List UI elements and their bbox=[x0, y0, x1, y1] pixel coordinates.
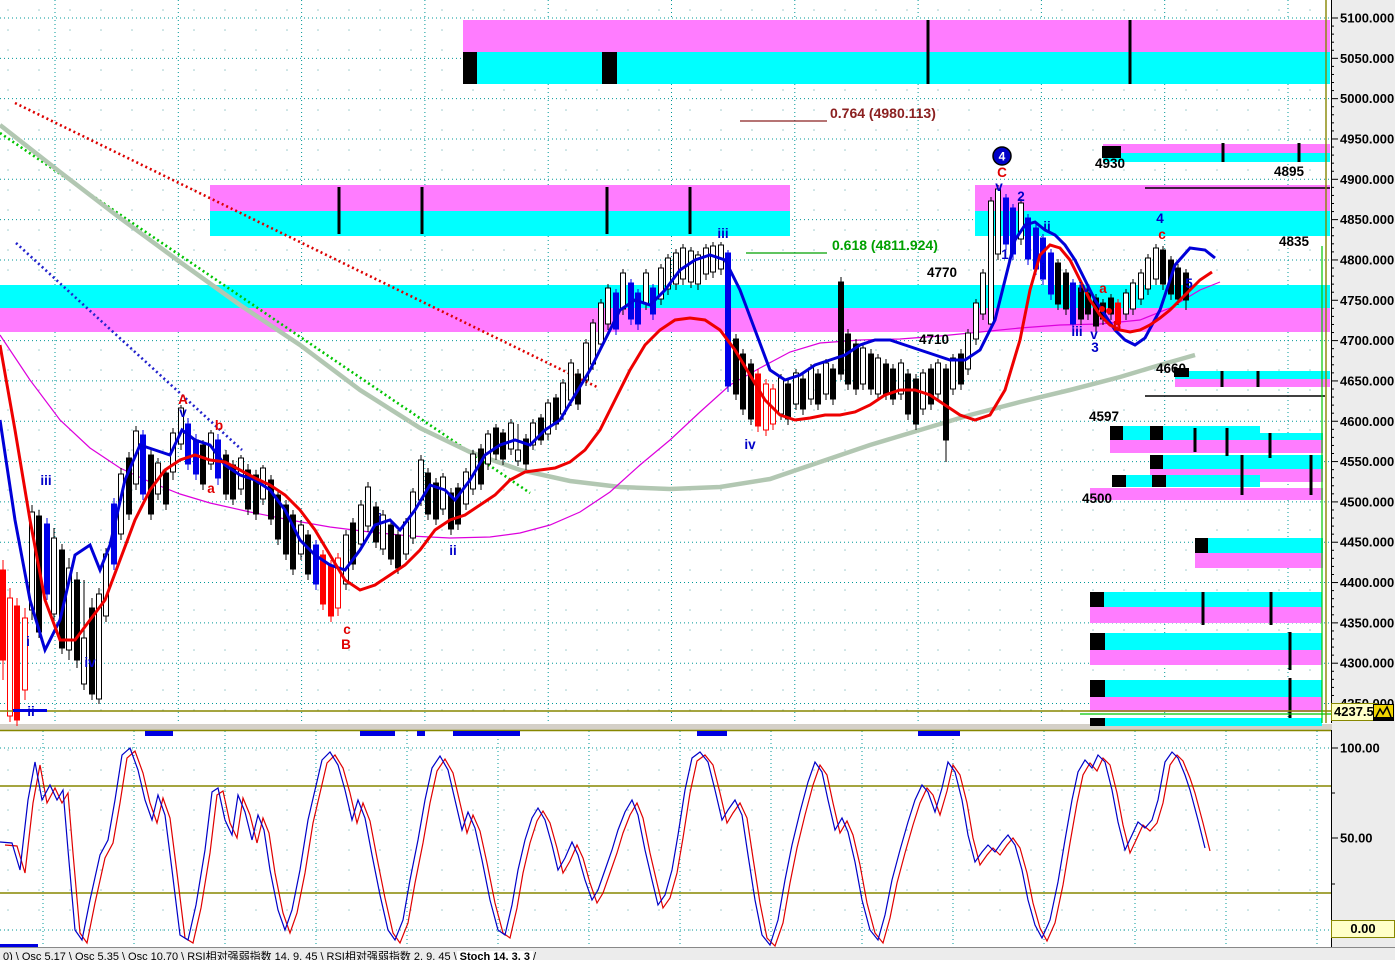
svg-text:4850.000: 4850.000 bbox=[1340, 212, 1394, 227]
wave-label: iii bbox=[1071, 324, 1082, 339]
svg-text:4550.000: 4550.000 bbox=[1340, 454, 1394, 469]
signal-dot bbox=[1099, 306, 1105, 312]
svg-text:4500.000: 4500.000 bbox=[1340, 494, 1394, 509]
ma-blue-fast bbox=[0, 220, 1216, 655]
svg-text:5000.000: 5000.000 bbox=[1340, 91, 1394, 106]
wave-label: 3 bbox=[1091, 340, 1099, 355]
wave-label: a bbox=[1099, 281, 1107, 296]
wave-label: iii bbox=[717, 226, 728, 241]
svg-text:4: 4 bbox=[999, 150, 1006, 164]
price-annotation: 4660 bbox=[1156, 361, 1186, 376]
wave-label: i bbox=[1041, 261, 1045, 276]
wave-label: B bbox=[341, 637, 351, 652]
svg-text:4750.000: 4750.000 bbox=[1340, 293, 1394, 308]
trendline-blue bbox=[15, 242, 243, 451]
indicator-tab-5[interactable]: Stoch 14, 3, 3 bbox=[456, 951, 533, 960]
price-annotation: 4930 bbox=[1095, 156, 1125, 171]
indicator-tab-1[interactable]: Osc 5.35 bbox=[74, 951, 119, 960]
signal-dash bbox=[918, 731, 960, 736]
svg-text:4350.000: 4350.000 bbox=[1340, 615, 1394, 630]
svg-text:4950.000: 4950.000 bbox=[1340, 131, 1394, 146]
indicator-tab-0[interactable]: Osc 5.17 bbox=[21, 951, 66, 960]
price-annotation: 4895 bbox=[1274, 164, 1305, 179]
expert-advisor-icon[interactable] bbox=[1373, 704, 1394, 721]
wave-label: b bbox=[1113, 319, 1121, 334]
wave-label: c bbox=[1158, 227, 1166, 242]
svg-text:4650.000: 4650.000 bbox=[1340, 373, 1394, 388]
signal-dash bbox=[697, 731, 727, 736]
wave-label: b bbox=[215, 418, 223, 433]
signal-dash bbox=[417, 731, 425, 736]
indicator-tab-3[interactable]: RSI相对强弱指数 14, 9, 45 bbox=[187, 951, 318, 960]
svg-text:5100.000: 5100.000 bbox=[1340, 11, 1394, 26]
indicator-tab-bar: 0) \ Osc 5.17 \ Osc 5.35 \ Osc 10.70 \ RSI相对强弱指数… bbox=[0, 947, 1395, 960]
price-annotation: 4500 bbox=[1082, 491, 1112, 506]
wave-label: ii bbox=[449, 543, 457, 558]
grid-oscillator bbox=[0, 731, 1331, 947]
tab-separator: \ bbox=[68, 951, 72, 960]
price-axis-labels: 5100.000 5050.000 5000.000 4950.000 4900.000… bbox=[1332, 11, 1394, 885]
wave-label: i bbox=[378, 511, 382, 526]
svg-text:4300.000: 4300.000 bbox=[1340, 656, 1394, 671]
svg-text:4800.000: 4800.000 bbox=[1340, 252, 1394, 267]
fib-label: 0.764 (4980.113) bbox=[830, 105, 936, 121]
svg-text:4700.000: 4700.000 bbox=[1340, 333, 1394, 348]
fib-label: 0.618 (4811.924) bbox=[832, 237, 938, 253]
svg-text:5050.000: 5050.000 bbox=[1340, 51, 1394, 66]
price-annotation: 4835 bbox=[1279, 234, 1310, 249]
tab-separator: / bbox=[532, 951, 537, 960]
wave-label: 2 bbox=[1017, 189, 1025, 204]
tab-separator: \ bbox=[121, 951, 126, 960]
svg-text:4450.000: 4450.000 bbox=[1340, 535, 1394, 550]
indicator-tab-2[interactable]: Osc 10.70 bbox=[128, 951, 179, 960]
wave-label: c bbox=[343, 622, 351, 637]
svg-text:100.00: 100.00 bbox=[1340, 741, 1380, 756]
ma-magenta bbox=[0, 281, 1221, 539]
wave-label: 1 bbox=[1001, 247, 1009, 262]
wave-label: a bbox=[207, 481, 215, 496]
price-annotation: 4597 bbox=[1089, 409, 1119, 424]
last-price-box: 4237.5 bbox=[1331, 703, 1378, 721]
wave-label: 4 bbox=[1156, 211, 1164, 226]
wave-label: iv bbox=[1078, 280, 1090, 295]
panel-splitter[interactable] bbox=[0, 723, 1332, 730]
wave-label: iv bbox=[84, 655, 96, 670]
wave-label: v bbox=[995, 179, 1003, 194]
wave-label: iii bbox=[40, 473, 51, 488]
price-annotation: 4710 bbox=[919, 332, 949, 347]
tab-separator: \ bbox=[181, 951, 185, 960]
wave-label: v bbox=[179, 405, 187, 420]
svg-text:4900.000: 4900.000 bbox=[1340, 172, 1394, 187]
tab-separator: \ bbox=[320, 951, 324, 960]
signal-dash bbox=[453, 731, 520, 736]
svg-text:4400.000: 4400.000 bbox=[1340, 575, 1394, 590]
wave-label: ii bbox=[1043, 219, 1051, 234]
signal-dash bbox=[145, 731, 173, 736]
tab-prefix: 0) bbox=[3, 951, 13, 960]
svg-text:4600.000: 4600.000 bbox=[1340, 414, 1394, 429]
ma-sage-long bbox=[0, 123, 1196, 492]
oscillator-value-box: 0.00 bbox=[1331, 920, 1395, 938]
stoch-percent-d bbox=[4, 749, 1211, 948]
signal-dot bbox=[1106, 308, 1112, 314]
price-annotation: 4770 bbox=[927, 265, 957, 280]
wave-4-circle bbox=[992, 146, 1012, 166]
price-axis[interactable] bbox=[1332, 0, 1395, 947]
wave-label: A bbox=[178, 392, 188, 407]
wave-label: iv bbox=[744, 437, 756, 452]
wave-label: i bbox=[26, 634, 30, 649]
signal-dash bbox=[360, 731, 395, 736]
tab-separator: \ bbox=[453, 951, 457, 960]
wave-label: v bbox=[1090, 327, 1098, 342]
svg-text:50.00: 50.00 bbox=[1340, 831, 1373, 846]
tab-separator: \ bbox=[15, 951, 19, 960]
wave-label: ii bbox=[27, 704, 35, 719]
wave-label: C bbox=[997, 165, 1007, 180]
indicator-tab-4[interactable]: RSI相对强弱指数 2, 9, 45 bbox=[326, 951, 451, 960]
stoch-percent-k bbox=[0, 746, 1206, 947]
ma-red-slow bbox=[0, 243, 1213, 642]
wave-label: 5 bbox=[1185, 276, 1193, 291]
